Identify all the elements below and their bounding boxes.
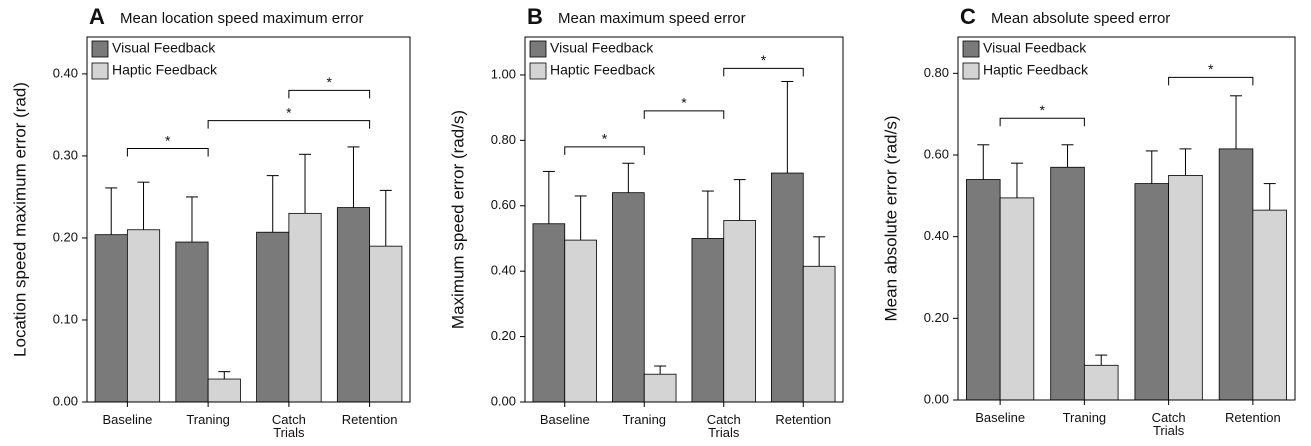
legend-swatch	[962, 62, 980, 80]
chart-title: Mean location speed maximum error	[120, 10, 363, 27]
bar	[336, 207, 371, 403]
legend-label: Haptic Feedback	[112, 62, 218, 78]
significance-bracket	[288, 89, 371, 99]
bar	[966, 179, 1001, 401]
bar	[256, 231, 290, 403]
significance-bracket	[999, 117, 1085, 127]
significance-label: *	[165, 132, 171, 148]
chart-title: Mean absolute speed error	[991, 10, 1170, 27]
x-tick-label: Baseline	[102, 412, 153, 427]
x-tick-label: Retention	[1225, 410, 1281, 425]
bar	[691, 238, 725, 403]
panel-letter: C	[960, 4, 976, 29]
bar	[175, 241, 209, 403]
significance-label: *	[1208, 61, 1214, 77]
bar	[564, 239, 597, 403]
significance-bracket	[643, 110, 725, 119]
legend-swatch	[529, 40, 547, 58]
x-tick-label: Traning	[622, 412, 667, 427]
bar	[1168, 175, 1203, 401]
bar	[802, 265, 836, 403]
significance-label: *	[327, 74, 333, 90]
y-tick-label: 0.10	[53, 311, 78, 326]
bar	[369, 245, 403, 403]
x-tick-label: Traning	[1062, 410, 1107, 425]
significance-bracket	[126, 148, 209, 157]
y-tick-label: 0.40	[924, 228, 949, 243]
bar	[532, 223, 566, 403]
legend-swatch	[91, 40, 109, 58]
y-tick-label: 0.60	[924, 146, 949, 161]
significance-label: *	[681, 95, 687, 111]
significance-label: *	[602, 131, 608, 147]
bar	[1083, 364, 1119, 401]
legend-label: Visual Feedback	[550, 40, 654, 56]
legend-label: Visual Feedback	[112, 40, 216, 56]
bar	[94, 234, 128, 403]
bar	[612, 192, 645, 403]
significance-label: *	[286, 104, 292, 120]
x-tick-label: Catch Trials	[271, 412, 306, 440]
bar	[643, 373, 677, 403]
x-tick-label: Retention	[341, 412, 398, 427]
y-tick-label: 0.20	[924, 310, 949, 325]
y-axis-label: Location speed maximum error (rad)	[10, 82, 29, 357]
legend-label: Haptic Feedback	[983, 62, 1089, 78]
panel-letter: B	[527, 4, 543, 29]
significance-label: *	[1040, 102, 1046, 118]
legend-label: Visual Feedback	[983, 40, 1087, 56]
bar	[1218, 148, 1254, 401]
y-axis-label: Maximum speed error (rad/s)	[448, 110, 467, 329]
bar	[1252, 209, 1287, 401]
legend-label: Haptic Feedback	[550, 62, 656, 78]
significance-bracket	[564, 146, 645, 155]
bar	[723, 220, 756, 403]
bar	[1050, 166, 1085, 401]
y-axis-label: Mean absolute error (rad/s)	[881, 116, 900, 322]
significance-bracket	[723, 67, 804, 77]
x-tick-label: Traning	[186, 412, 230, 427]
legend-swatch	[529, 62, 547, 80]
y-tick-label: 0.20	[491, 328, 516, 343]
bar	[999, 197, 1035, 401]
y-tick-label: 0.20	[53, 229, 78, 244]
y-tick-label: 0.80	[924, 65, 949, 80]
plot-frame	[524, 36, 844, 403]
bar	[126, 229, 161, 403]
bar	[1134, 183, 1170, 401]
x-tick-label: Catch Trials	[1151, 410, 1186, 438]
bar	[288, 212, 322, 403]
panel-letter: A	[89, 4, 105, 29]
y-tick-label: 0.00	[924, 391, 949, 406]
legend-swatch	[962, 40, 980, 58]
y-tick-label: 1.00	[491, 66, 516, 81]
significance-label: *	[761, 52, 767, 68]
x-tick-label: Catch Trials	[706, 412, 741, 440]
bar	[207, 378, 241, 403]
y-tick-label: 0.40	[491, 263, 516, 278]
y-tick-label: 0.40	[53, 65, 78, 80]
y-tick-label: 0.80	[491, 132, 516, 147]
x-tick-label: Baseline	[975, 410, 1026, 425]
plot-frame	[86, 36, 411, 403]
y-tick-label: 0.30	[53, 147, 78, 162]
x-tick-label: Retention	[775, 412, 832, 427]
significance-bracket	[207, 120, 371, 129]
chart-title: Mean maximum speed error	[558, 10, 746, 27]
plot-frame	[957, 36, 1296, 401]
bar	[771, 172, 804, 403]
significance-bracket	[1168, 76, 1254, 86]
x-tick-label: Baseline	[539, 412, 590, 427]
y-tick-label: 0.00	[53, 393, 78, 408]
y-tick-label: 0.60	[491, 197, 516, 212]
y-tick-label: 0.00	[491, 393, 516, 408]
legend-swatch	[91, 62, 109, 80]
